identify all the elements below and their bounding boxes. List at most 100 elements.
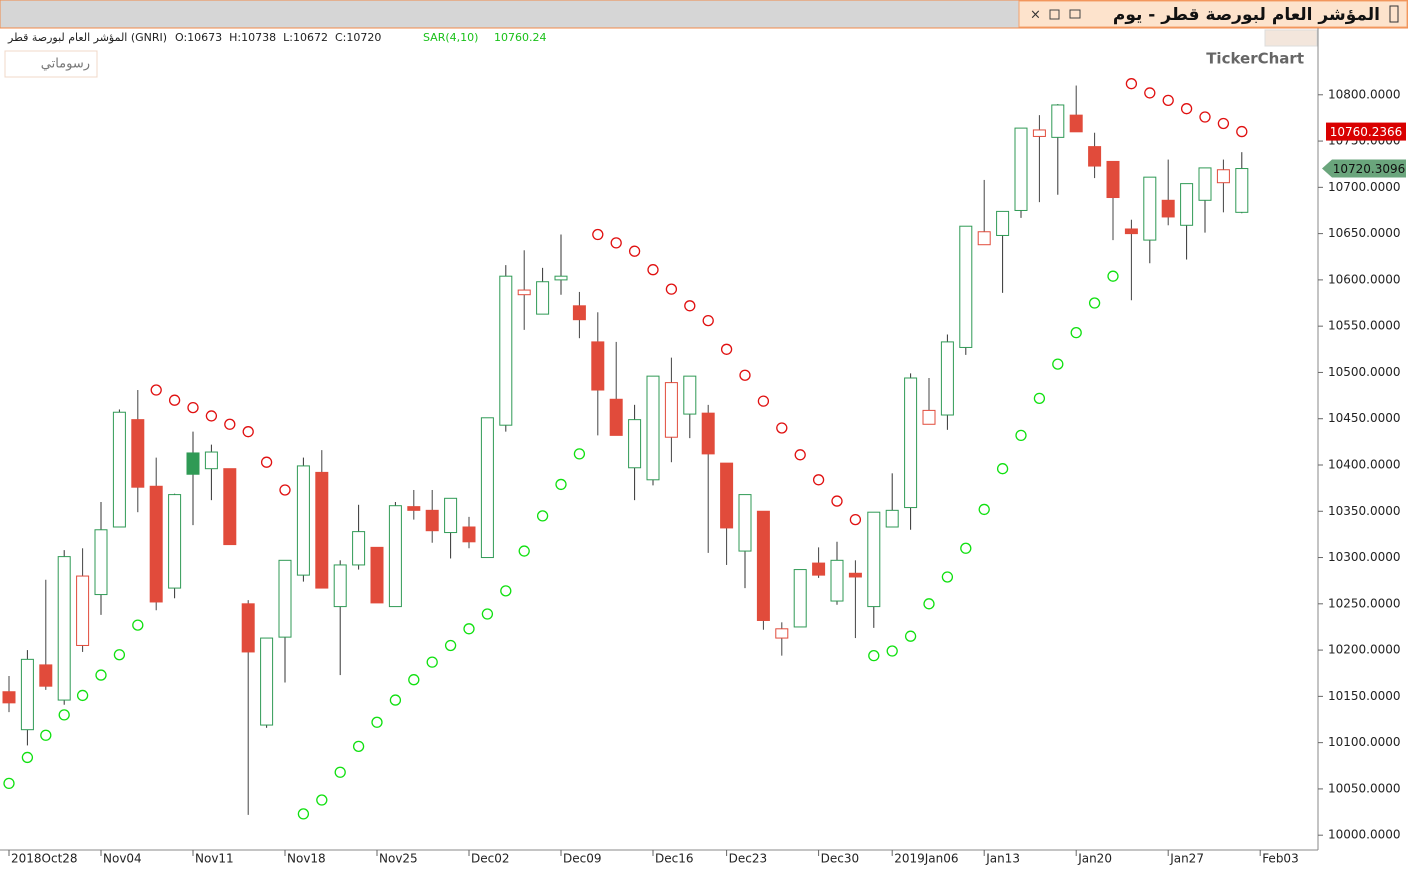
y-tick-label: 10400.0000 (1328, 457, 1401, 471)
candle-body (572, 305, 586, 321)
sar-dot (95, 669, 107, 681)
y-tick-label: 10700.0000 (1328, 180, 1401, 194)
candle-body (867, 511, 881, 608)
x-tick-label: Dec16 (655, 852, 694, 866)
sar-dot (187, 401, 199, 414)
x-tick-label: 2019Jan06 (894, 852, 958, 866)
sar-dot (1052, 358, 1064, 370)
x-tick-label: Dec02 (471, 852, 510, 866)
sar-dot (776, 422, 788, 434)
sar-dot (555, 478, 567, 491)
candle-body (76, 575, 90, 646)
close-badge (1322, 159, 1406, 178)
detach-button[interactable] (1069, 9, 1081, 19)
drawings-button-label[interactable]: رسوماتي (41, 57, 90, 72)
sar-dot (647, 264, 659, 276)
candle-body (922, 409, 936, 425)
sar-dot (3, 777, 15, 790)
y-tick-label: 10650.0000 (1328, 226, 1401, 240)
sar-dot (831, 495, 843, 507)
title-box (1018, 0, 1408, 28)
sar-dot (1107, 270, 1119, 282)
candle-body (1180, 183, 1194, 226)
y-tick-label: 10200.0000 (1328, 643, 1401, 657)
sar-dot (941, 571, 954, 583)
sar-dot (794, 449, 806, 461)
candle-body (260, 637, 274, 726)
sar-dot (592, 228, 604, 241)
sar-dot (371, 716, 383, 728)
sar-dot (978, 503, 990, 516)
sar-dot (628, 245, 641, 257)
restore-button[interactable] (1049, 9, 1060, 20)
candle-body (830, 559, 844, 602)
sar-badge-label: 10760.2366 (1330, 125, 1403, 139)
x-tick-label: Jan20 (1077, 852, 1112, 866)
y-tick-label: 10350.0000 (1328, 504, 1401, 518)
candle-body (1216, 169, 1230, 184)
sar-dot (168, 394, 181, 406)
y-tick-label: 10600.0000 (1328, 272, 1401, 286)
candle-body (646, 375, 660, 481)
x-tick-label: Nov18 (287, 852, 326, 866)
candle-body (1032, 129, 1046, 137)
candle-body (20, 658, 34, 731)
indicator-value: 10760.24 (494, 31, 547, 44)
sar-dot (1236, 125, 1248, 138)
candle-body (812, 562, 826, 576)
candle-body (94, 529, 108, 596)
logo: TickerChart (1206, 50, 1304, 68)
window-title: المؤشر العام لبورصة قطر - يوم (1113, 5, 1380, 25)
sar-dot (720, 343, 733, 355)
candle-body (517, 289, 531, 296)
sar-dot (1070, 326, 1082, 339)
x-tick-label: Dec23 (729, 852, 768, 866)
y-tick-label: 10050.0000 (1328, 781, 1401, 795)
sar-dot (408, 674, 420, 686)
sar-dot (242, 426, 254, 438)
candle-body (1124, 228, 1138, 235)
candle-body (388, 505, 402, 608)
candle-body (1161, 199, 1175, 218)
candle-body (664, 382, 678, 438)
candle-body (278, 559, 292, 638)
candle-body (39, 664, 53, 687)
candle-body (609, 398, 623, 436)
sar-dot (757, 395, 770, 407)
x-tick-label: Jan13 (985, 852, 1020, 866)
candle-body (315, 471, 329, 589)
sar-dot (610, 237, 622, 249)
candle-body (499, 275, 513, 426)
sar-dot (702, 314, 714, 327)
sar-dot (960, 542, 972, 554)
legend-name: المؤشر العام لبورصة قطر (GNRI) (7, 31, 167, 44)
candle-body (775, 628, 789, 639)
sar-dot (1015, 429, 1027, 442)
legend-ohlc: O:10673 H:10738 L:10672 C:10720 (175, 31, 381, 44)
sar-dot (812, 474, 825, 486)
sar-dot (518, 545, 530, 557)
sar-dot (316, 794, 328, 806)
sar-dot (260, 456, 273, 468)
sar-dot (904, 630, 917, 642)
drawings-button[interactable] (4, 50, 98, 78)
sar-dot (849, 513, 862, 526)
candle-body (904, 377, 918, 509)
candle-body (977, 231, 991, 246)
sar-dot (426, 656, 438, 668)
sar-dot (58, 709, 70, 721)
candle-body (425, 509, 439, 532)
x-tick-label: 2018Oct28 (11, 852, 78, 866)
y-tick-label: 10450.0000 (1328, 411, 1401, 425)
candle-body (1143, 176, 1157, 241)
panel-buttons[interactable] (1264, 29, 1318, 47)
candle-body (554, 275, 568, 281)
sar-dot (1162, 94, 1174, 106)
close-button[interactable]: × (1030, 8, 1041, 23)
candle-body (204, 451, 218, 470)
sar-dot (76, 689, 89, 702)
sar-dot (224, 418, 236, 430)
sar-dot (996, 463, 1009, 475)
candle-body (1088, 146, 1102, 167)
